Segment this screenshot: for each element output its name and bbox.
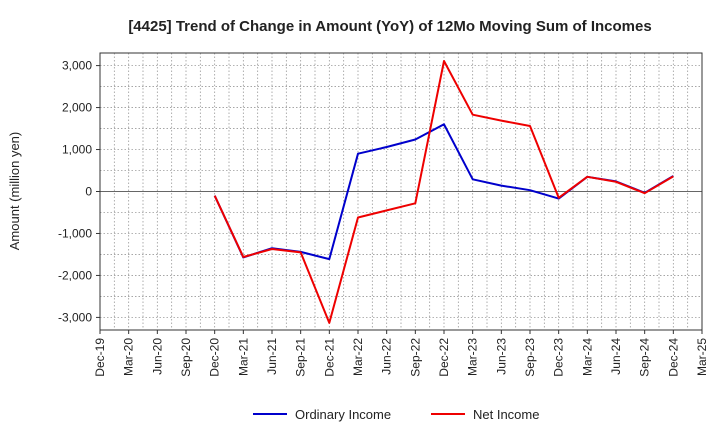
y-tick-label: -3,000 (58, 310, 92, 324)
series-lines (213, 60, 674, 324)
legend-label: Ordinary Income (295, 407, 391, 422)
x-axis-ticks: Dec-19 Mar-20 Jun-20 Sep-20 Dec-20 Mar-21 Jun-… (93, 330, 709, 377)
x-tick-label: Jun-20 (150, 338, 164, 375)
legend: Ordinary Income Net Income (253, 407, 539, 422)
y-tick-label: 1,000 (62, 143, 92, 157)
y-tick-label: -1,000 (58, 226, 92, 240)
x-tick-label: Mar-23 (466, 338, 480, 376)
x-tick-label: Dec-19 (93, 338, 107, 377)
grid (99, 53, 703, 330)
y-tick-label: 2,000 (62, 101, 92, 115)
x-tick-label: Dec-23 (552, 338, 566, 377)
y-axis-ticks: 3,000 2,000 1,000 0 -1,000 -2,000 -3,000 (58, 59, 100, 324)
y-tick-label: 3,000 (62, 59, 92, 73)
y-axis-label: Amount (million yen) (7, 132, 22, 251)
x-tick-label: Sep-24 (638, 338, 652, 377)
x-tick-label: Jun-21 (265, 338, 279, 375)
x-tick-label: Jun-23 (494, 338, 508, 375)
x-tick-label: Dec-24 (666, 338, 680, 377)
chart-title: [4425] Trend of Change in Amount (YoY) o… (128, 18, 651, 35)
x-tick-label: Sep-20 (179, 338, 193, 377)
x-tick-label: Sep-21 (294, 338, 308, 377)
x-tick-label: Mar-20 (122, 338, 136, 376)
y-tick-label: -2,000 (58, 268, 92, 282)
x-tick-label: Mar-21 (236, 338, 250, 376)
series-line-net-income (213, 60, 674, 324)
x-tick-label: Jun-24 (609, 338, 623, 375)
x-tick-label: Sep-23 (523, 338, 537, 377)
legend-label: Net Income (473, 407, 539, 422)
y-tick-label: 0 (85, 185, 92, 199)
x-tick-label: Dec-20 (208, 338, 222, 377)
x-tick-label: Dec-22 (437, 338, 451, 377)
x-tick-label: Dec-21 (322, 338, 336, 377)
x-tick-label: Jun-22 (380, 338, 394, 375)
x-tick-label: Sep-22 (408, 338, 422, 377)
x-tick-label: Mar-25 (695, 338, 709, 376)
x-tick-label: Mar-22 (351, 338, 365, 376)
x-tick-label: Mar-24 (580, 338, 594, 376)
